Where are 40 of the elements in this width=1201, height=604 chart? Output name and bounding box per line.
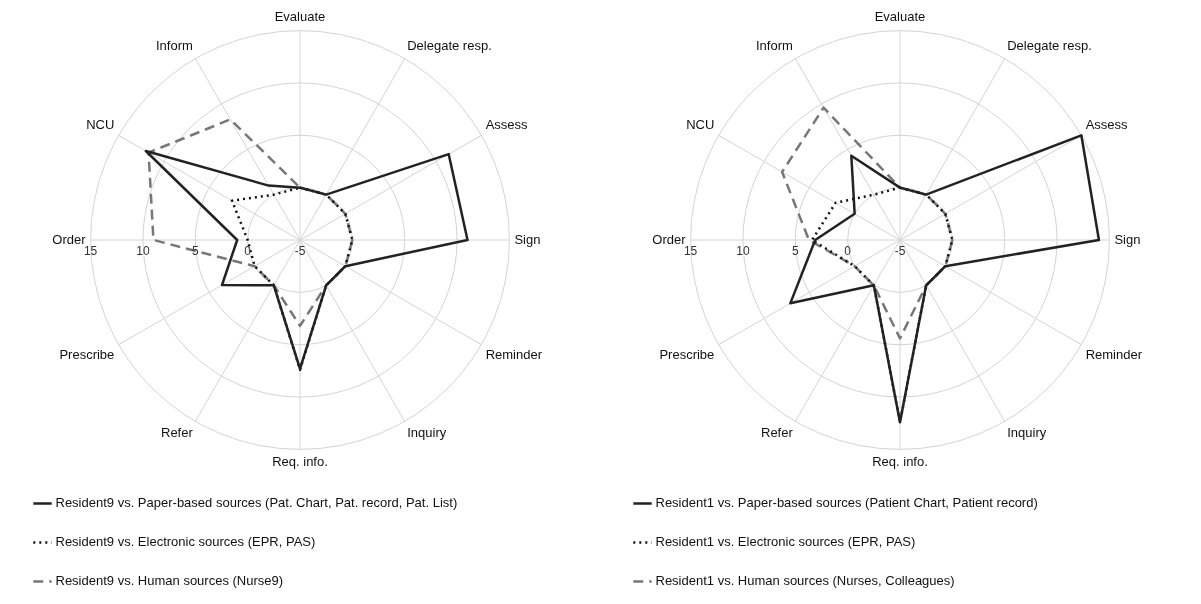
spoke-label: Sign xyxy=(514,231,541,247)
y-tick-label: 10 xyxy=(736,244,750,259)
spoke-label: Inform xyxy=(155,38,193,54)
legend-label: Resident9 vs. Paper-based sources (Pat. Chart, Pat. record, Pat. List) xyxy=(55,495,458,511)
legend-label: Resident1 vs. Paper-based sources (Patient Chart, Patient record) xyxy=(655,495,1038,511)
spoke-label: Order xyxy=(52,231,87,247)
spoke-label: Inquiry xyxy=(1007,425,1047,441)
spoke-label: Inform xyxy=(755,38,793,54)
spoke-label: Sign xyxy=(1114,231,1141,247)
y-tick-label: 5 xyxy=(791,244,799,259)
spoke-label: Reminder xyxy=(485,346,543,362)
spoke-label: Delegate resp. xyxy=(1007,38,1092,54)
spoke-label: Prescribe xyxy=(59,346,115,362)
y-tick-label: 0 xyxy=(244,244,252,259)
spoke-label: Assess xyxy=(1085,116,1129,132)
spoke-label: Req. info. xyxy=(872,453,928,469)
spoke-label: Inquiry xyxy=(407,425,447,441)
spoke-label: Refer xyxy=(161,425,194,441)
spoke-label: Evaluate xyxy=(874,9,926,25)
y-tick-label: 15 xyxy=(83,244,98,259)
spoke-label: Prescribe xyxy=(659,346,715,362)
spoke-label: Refer xyxy=(761,425,794,441)
legend-label: Resident1 vs. Electronic sources (EPR, PAS) xyxy=(655,534,916,550)
legend-label: Resident9 vs. Electronic sources (EPR, PAS) xyxy=(55,534,316,550)
spoke-label: Req. info. xyxy=(272,453,328,469)
y-tick-label: -5 xyxy=(294,244,306,259)
spoke-label: Assess xyxy=(485,116,529,132)
y-tick-label: 5 xyxy=(191,244,199,259)
legend-label: Resident1 vs. Human sources (Nurses, Colleagues) xyxy=(655,573,955,589)
spoke-label: Order xyxy=(652,231,687,247)
y-tick-label: -5 xyxy=(894,244,906,259)
spoke-label: NCU xyxy=(86,116,115,132)
spoke-label: Reminder xyxy=(1085,346,1143,362)
y-tick-label: 15 xyxy=(683,244,698,259)
spoke-label: Delegate resp. xyxy=(407,38,492,54)
spoke-label: Evaluate xyxy=(274,9,326,25)
y-tick-label: 10 xyxy=(136,244,150,259)
y-tick-label: 0 xyxy=(844,244,852,259)
spoke-label: NCU xyxy=(686,116,715,132)
legend-label: Resident9 vs. Human sources (Nurse9) xyxy=(55,573,284,589)
